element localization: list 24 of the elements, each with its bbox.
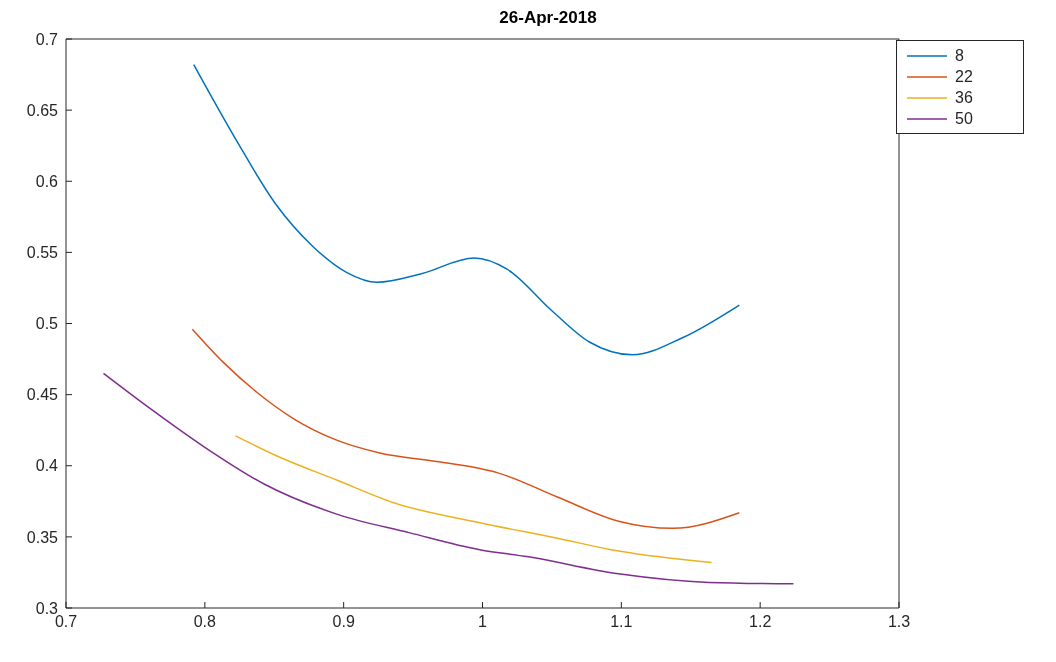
x-tick-label: 0.8 xyxy=(193,613,217,631)
y-tick-label: 0.65 xyxy=(26,101,59,119)
y-tick-label: 0.5 xyxy=(35,315,59,333)
x-tick-label: 0.9 xyxy=(332,613,355,631)
line-series xyxy=(102,372,795,585)
y-tick-label: 0.45 xyxy=(26,386,59,404)
y-tick-label: 0.55 xyxy=(26,244,59,262)
x-tick-label: 1.1 xyxy=(610,613,633,631)
legend-label: 22 xyxy=(955,67,973,86)
line-series xyxy=(192,63,741,356)
chart-title: 26-Apr-2018 xyxy=(498,8,598,29)
legend-label: 50 xyxy=(955,109,973,128)
line-series xyxy=(191,328,741,530)
x-tick-label: 1.2 xyxy=(749,613,772,631)
y-tick-label: 0.6 xyxy=(35,172,59,190)
y-tick-label: 0.4 xyxy=(35,457,59,475)
legend-label: 8 xyxy=(955,46,964,65)
x-tick-label: 0.7 xyxy=(54,613,78,631)
y-tick-label: 0.7 xyxy=(35,30,59,48)
x-tick-label: 1 xyxy=(478,613,488,631)
x-tick-label: 1.3 xyxy=(887,613,911,631)
line-series xyxy=(234,435,713,564)
y-tick-label: 0.35 xyxy=(26,528,59,546)
legend-label: 36 xyxy=(955,88,973,107)
